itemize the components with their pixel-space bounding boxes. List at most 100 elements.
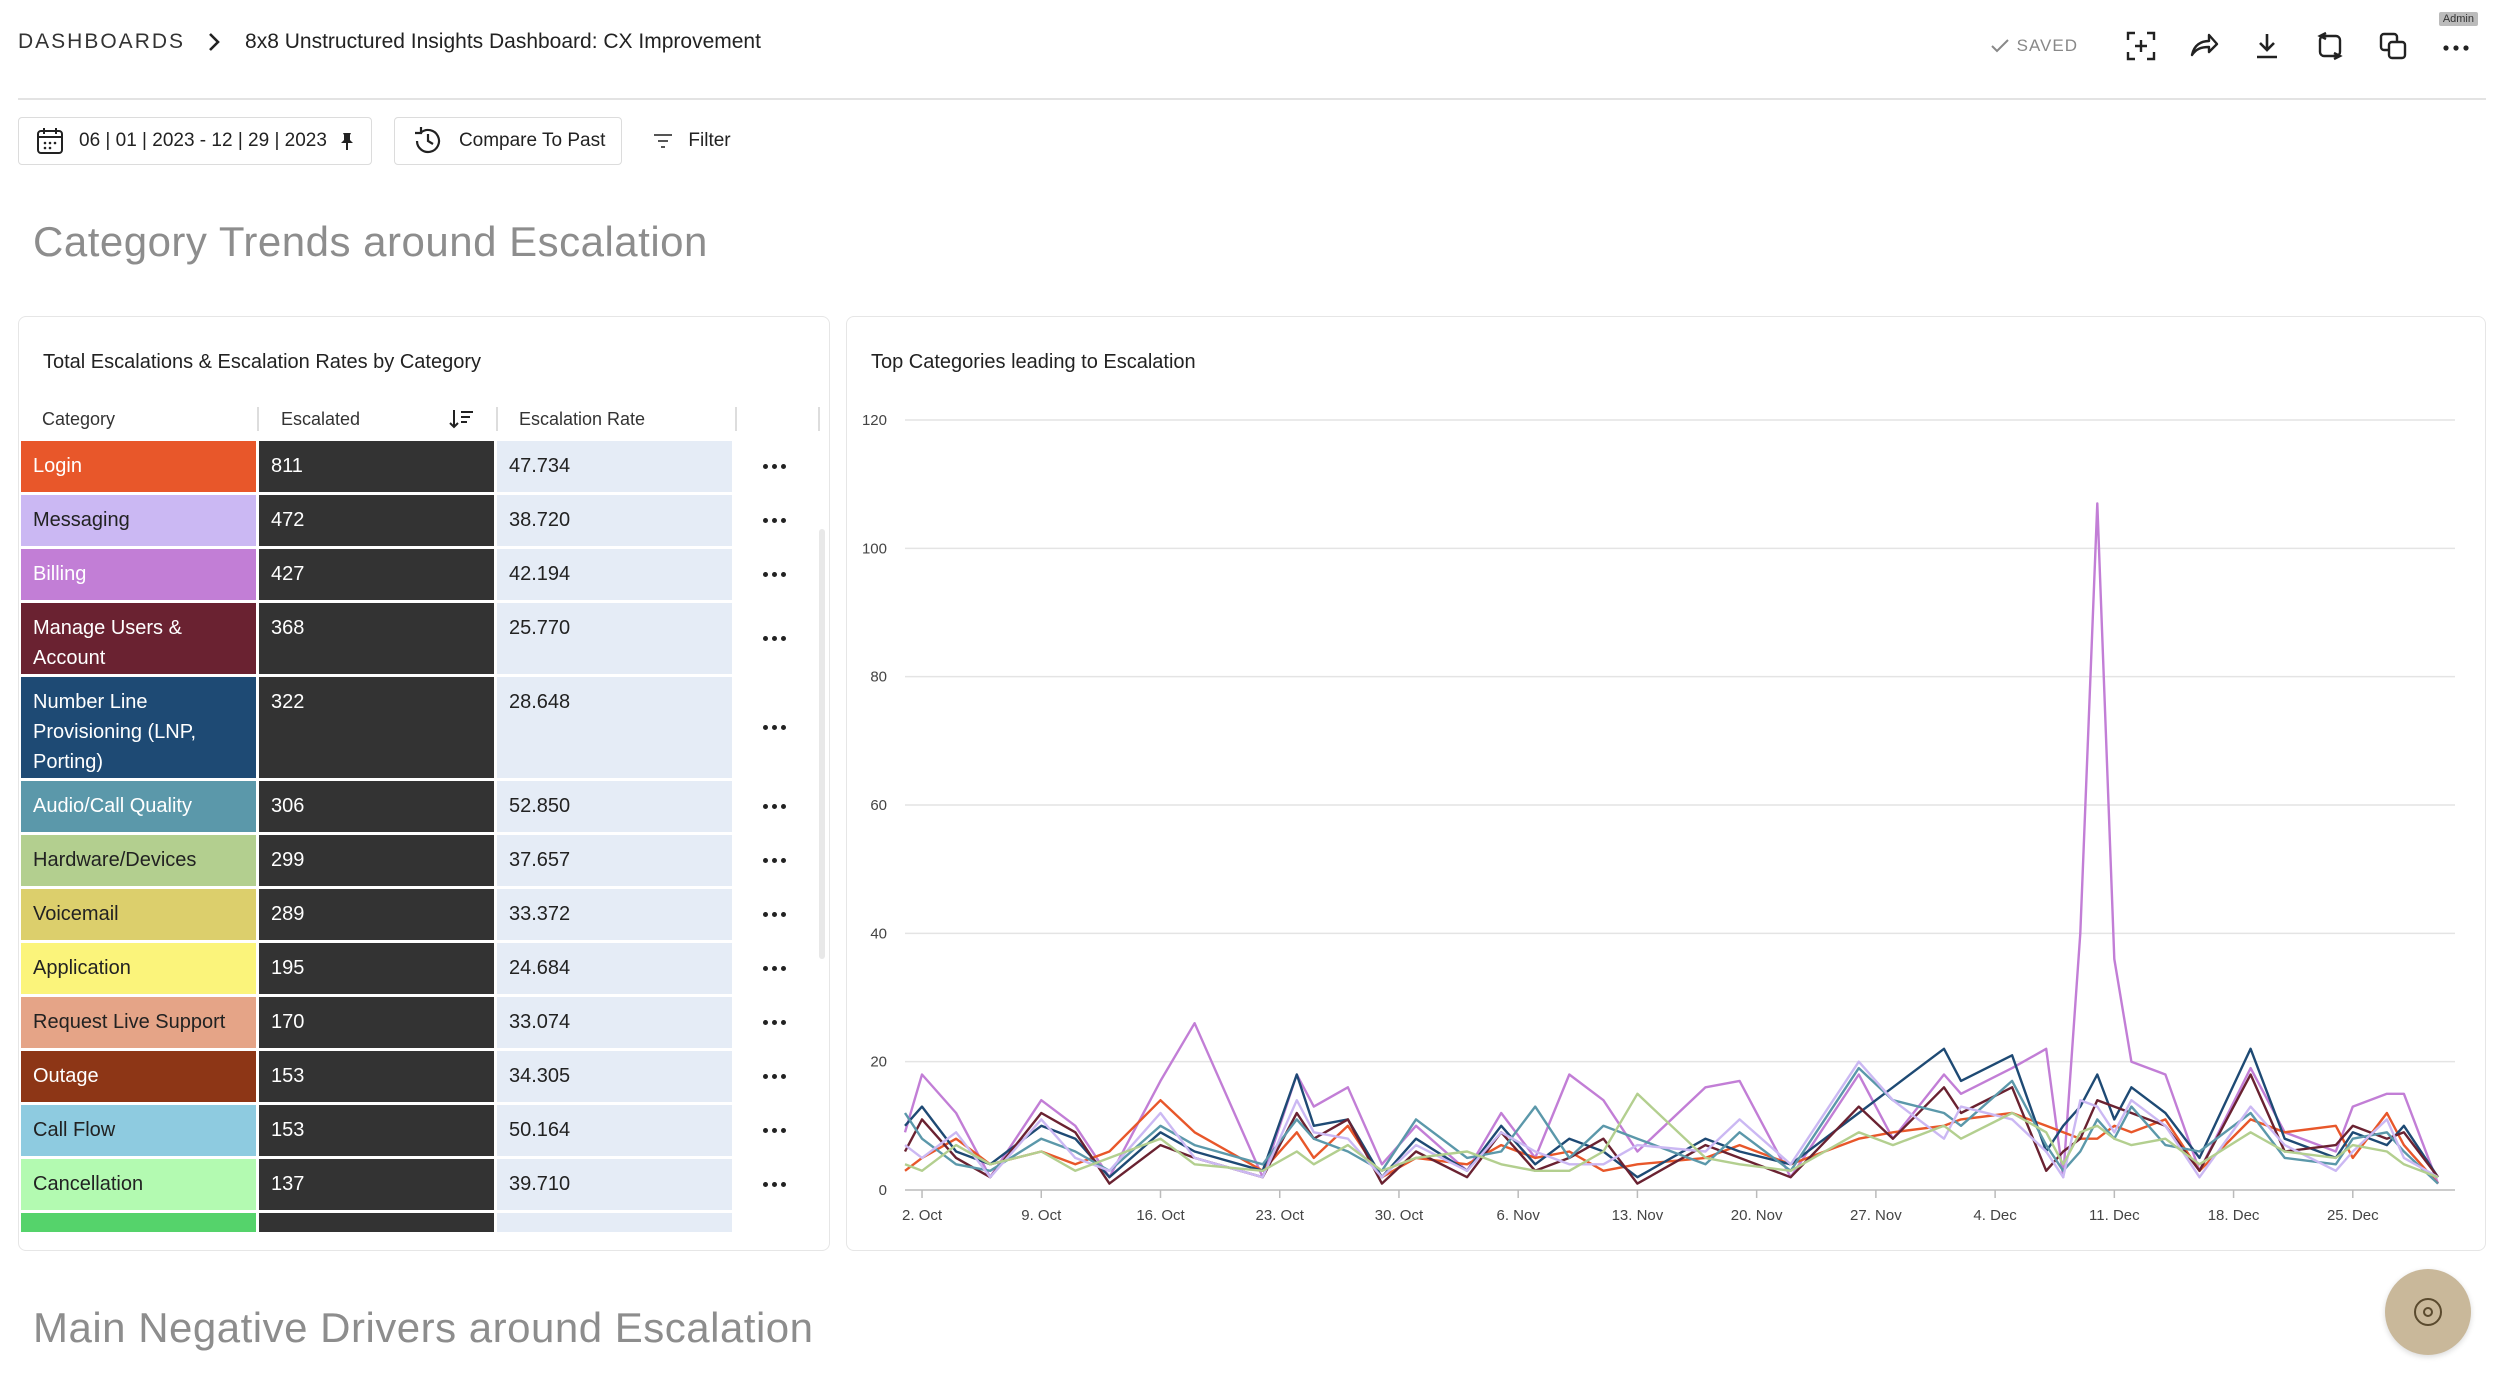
series-line: [903, 502, 2440, 1185]
x-tick-label: 6. Nov: [1497, 1207, 1541, 1224]
row-more-icon[interactable]: [732, 997, 817, 1048]
table-scrollbar[interactable]: [819, 529, 825, 959]
y-tick-label: 80: [870, 669, 887, 686]
row-more-icon[interactable]: [732, 549, 817, 600]
escalated-cell: 153: [259, 1051, 494, 1102]
escalated-cell: 170: [259, 997, 494, 1048]
column-header-escalated[interactable]: Escalated: [281, 409, 361, 429]
category-cell[interactable]: [21, 1213, 256, 1232]
fullscreen-icon[interactable]: [2121, 26, 2161, 66]
row-more-icon[interactable]: [732, 495, 817, 546]
more-dots-icon: [763, 804, 786, 809]
category-cell[interactable]: Number Line Provisioning (LNP, Porting): [21, 677, 256, 778]
table-row[interactable]: Billing 427 42.194: [19, 549, 829, 600]
share-icon[interactable]: [2184, 26, 2224, 66]
series-line: [904, 1092, 2439, 1179]
x-tick-label: 25. Dec: [2327, 1207, 2379, 1224]
table-row[interactable]: Login 811 47.734: [19, 441, 829, 492]
table-row[interactable]: Application 195 24.684: [19, 943, 829, 994]
category-cell[interactable]: Request Live Support: [21, 997, 256, 1048]
download-icon[interactable]: [2247, 26, 2287, 66]
row-more-icon[interactable]: [732, 835, 817, 886]
header-actions: SAVED: [1990, 26, 2476, 66]
table-row[interactable]: Hardware/Devices 299 37.657: [19, 835, 829, 886]
category-cell[interactable]: Hardware/Devices: [21, 835, 256, 886]
table-row[interactable]: Cancellation 137 39.710: [19, 1159, 829, 1210]
table-card-title: Total Escalations & Escalation Rates by …: [43, 351, 481, 373]
x-tick-label: 2. Oct: [902, 1207, 943, 1224]
y-tick-label: 100: [862, 540, 887, 557]
more-icon[interactable]: [2436, 26, 2476, 66]
table-header: Category Escalated Escalation Rate: [19, 397, 829, 441]
filter-label: Filter: [688, 130, 731, 151]
column-divider[interactable]: [496, 407, 498, 431]
row-more-icon[interactable]: [732, 781, 817, 832]
x-tick-label: 9. Oct: [1021, 1207, 1062, 1224]
saved-status: SAVED: [1990, 36, 2078, 56]
pin-icon[interactable]: [339, 131, 355, 151]
sort-descending-icon[interactable]: [449, 407, 475, 431]
duplicate-icon[interactable]: [2373, 26, 2413, 66]
category-cell[interactable]: Manage Users & Account: [21, 603, 256, 674]
row-more-icon[interactable]: [732, 603, 817, 674]
category-cell[interactable]: Application: [21, 943, 256, 994]
refresh-icon[interactable]: [2310, 26, 2350, 66]
row-more-icon[interactable]: [732, 889, 817, 940]
escalation-trend-chart-card: Top Categories leading to Escalation 0 20…: [846, 316, 2486, 1251]
breadcrumb-root-link[interactable]: DASHBOARDS: [18, 30, 186, 53]
table-row[interactable]: Request Live Support 170 33.074: [19, 997, 829, 1048]
x-tick-label: 23. Oct: [1256, 1207, 1305, 1224]
column-divider[interactable]: [257, 407, 259, 431]
assistant-button[interactable]: [2385, 1269, 2471, 1355]
filter-button[interactable]: Filter: [644, 117, 739, 165]
category-cell[interactable]: Outage: [21, 1051, 256, 1102]
category-cell[interactable]: Messaging: [21, 495, 256, 546]
table-row[interactable]: Call Flow 153 50.164: [19, 1105, 829, 1156]
more-dots-icon: [763, 725, 786, 730]
column-divider[interactable]: [735, 407, 737, 431]
row-more-icon[interactable]: [732, 1213, 817, 1232]
x-tick-label: 20. Nov: [1731, 1207, 1783, 1224]
column-header-category[interactable]: Category: [42, 409, 116, 429]
x-tick-label: 30. Oct: [1375, 1207, 1424, 1224]
section-title-negative-drivers: Main Negative Drivers around Escalation: [33, 1304, 814, 1351]
escalations-table: Category Escalated Escalation Rate Login…: [19, 397, 829, 1232]
table-row[interactable]: Voicemail 289 33.372: [19, 889, 829, 940]
column-divider: [818, 407, 820, 431]
escalation-rate-cell: 33.372: [497, 889, 732, 940]
row-more-icon[interactable]: [732, 1159, 817, 1210]
breadcrumb: DASHBOARDS 8x8 Unstructured Insights Das…: [18, 30, 761, 54]
table-row[interactable]: Messaging 472 38.720: [19, 495, 829, 546]
filter-icon: [654, 134, 673, 148]
category-cell[interactable]: Audio/Call Quality: [21, 781, 256, 832]
column-header-escalation-rate[interactable]: Escalation Rate: [519, 409, 646, 429]
category-cell[interactable]: Call Flow: [21, 1105, 256, 1156]
x-tick-label: 27. Nov: [1850, 1207, 1902, 1224]
escalated-cell: [259, 1213, 494, 1232]
admin-badge: Admin: [2438, 12, 2478, 26]
table-row[interactable]: Audio/Call Quality 306 52.850: [19, 781, 829, 832]
row-more-icon[interactable]: [732, 677, 817, 778]
category-cell[interactable]: Billing: [21, 549, 256, 600]
row-more-icon[interactable]: [732, 1105, 817, 1156]
y-tick-label: 20: [870, 1054, 887, 1071]
escalation-rate-cell: 52.850: [497, 781, 732, 832]
row-more-icon[interactable]: [732, 1051, 817, 1102]
check-icon: [1990, 39, 2009, 53]
category-cell[interactable]: Voicemail: [21, 889, 256, 940]
table-row[interactable]: [19, 1213, 829, 1232]
escalation-rate-cell: 37.657: [497, 835, 732, 886]
escalation-rate-cell: 42.194: [497, 549, 732, 600]
escalated-cell: 427: [259, 549, 494, 600]
compare-to-past-button[interactable]: Compare To Past: [393, 117, 623, 165]
table-row[interactable]: Number Line Provisioning (LNP, Porting) 3…: [19, 677, 829, 778]
row-more-icon[interactable]: [732, 943, 817, 994]
category-cell[interactable]: Login: [21, 441, 256, 492]
row-more-icon[interactable]: [732, 441, 817, 492]
date-range-picker[interactable]: 06 | 01 | 2023 - 12 | 29 | 2023: [18, 117, 372, 165]
table-row[interactable]: Manage Users & Account 368 25.770: [19, 603, 829, 674]
category-cell[interactable]: Cancellation: [21, 1159, 256, 1210]
more-dots-icon: [763, 518, 786, 523]
table-row[interactable]: Outage 153 34.305: [19, 1051, 829, 1102]
escalation-rate-cell: 39.710: [497, 1159, 732, 1210]
